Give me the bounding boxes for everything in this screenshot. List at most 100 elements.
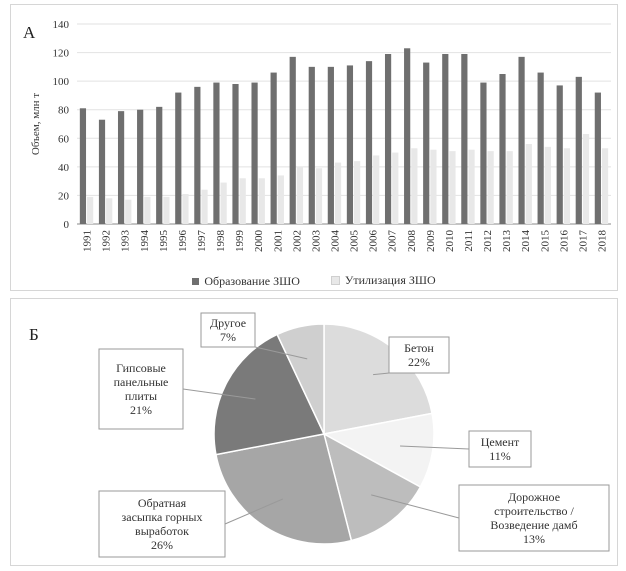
panel-label-a: А	[23, 23, 36, 42]
x-tick-label: 1996	[177, 230, 189, 253]
x-tick-label: 2017	[577, 230, 589, 253]
x-tick-label: 1998	[215, 230, 227, 253]
bar-utilization	[373, 155, 380, 224]
bar-utilization	[334, 162, 342, 224]
bar-formation	[137, 109, 144, 224]
x-tick-label: 2005	[349, 230, 361, 253]
pie-slice	[213, 333, 326, 456]
x-tick-label: 2015	[539, 230, 551, 253]
x-tick-label: 2007	[387, 230, 399, 253]
legend-label-utilization: Утилизация ЗШО	[344, 273, 436, 287]
bar-utilization	[144, 196, 151, 224]
callout-box	[458, 484, 610, 552]
x-tick-label: 2001	[272, 230, 284, 252]
leader-line	[224, 498, 283, 525]
legend-swatch-utilization	[330, 276, 340, 285]
y-tick-label: 80	[58, 105, 70, 117]
y-tick-label: 60	[58, 133, 70, 145]
bar-utilization	[182, 194, 189, 224]
x-tick-label: 2016	[558, 230, 570, 253]
slice-percent-label: 22%	[408, 355, 430, 369]
leader-line	[254, 346, 308, 360]
bar-formation	[480, 82, 487, 224]
bar-utilization	[563, 148, 571, 224]
bar-utilization	[582, 134, 590, 224]
y-tick-label: 100	[53, 76, 70, 88]
bar-utilization	[87, 196, 94, 224]
bar-utilization	[220, 182, 227, 224]
slice-percent-label: 26%	[151, 538, 173, 552]
callout-box	[388, 336, 450, 374]
x-tick-label: 2008	[406, 230, 418, 253]
x-tick-label: 1995	[158, 230, 170, 253]
bar-formation	[232, 84, 239, 224]
bar-chart-panel: А 0 20 40 60 80 100 120 140 Объем, млн т 1991 1992…	[10, 4, 618, 291]
slice-category-label: Дорожное	[508, 490, 560, 504]
y-tick-label: 40	[58, 162, 70, 174]
panel-label-b: Б	[29, 325, 39, 344]
slice-category-label: плиты	[125, 389, 157, 403]
bar-formation	[461, 54, 468, 224]
bar-formation	[79, 108, 87, 224]
y-tick-label: 140	[53, 19, 70, 31]
pie-slice	[215, 433, 353, 545]
x-tick-label: 2004	[329, 230, 341, 253]
bar-formation	[289, 56, 296, 224]
bar-formation	[404, 48, 411, 225]
callout-box	[200, 312, 256, 348]
x-tick-label: 2011	[463, 230, 475, 252]
bar-formation	[365, 61, 373, 225]
leader-line	[371, 494, 460, 519]
bar-formation	[308, 66, 315, 224]
slice-percent-label: 11%	[489, 449, 511, 463]
bar-formation	[156, 106, 163, 224]
slice-percent-label: 7%	[220, 330, 236, 344]
bar-utilization	[315, 168, 323, 224]
bar-formation	[213, 82, 220, 224]
bar-utilization	[277, 175, 284, 224]
leader-line	[182, 388, 256, 400]
bar-utilization	[544, 146, 551, 224]
bar-utilization	[468, 149, 475, 224]
bar-utilization	[411, 148, 418, 224]
pie-slice	[322, 432, 422, 542]
slice-category-label: Другое	[210, 316, 246, 330]
bar-formation	[346, 65, 354, 224]
slice-category-label: засыпка горных	[122, 510, 203, 524]
bar-formation	[594, 92, 601, 224]
bar-utilization	[125, 199, 132, 224]
x-tick-label: 2002	[291, 230, 303, 252]
legend-item-utilization: Утилизация ЗШО	[330, 273, 436, 288]
bar-utilization	[487, 151, 494, 224]
bar-formation	[251, 82, 258, 224]
y-axis-label: Объем, млн т	[30, 93, 42, 155]
y-tick-label: 0	[64, 219, 70, 231]
x-tick-label: 2003	[310, 230, 322, 253]
bar-formation	[175, 92, 182, 224]
bar-utilization	[163, 196, 170, 224]
slice-category-label: Гипсовые	[116, 361, 166, 375]
x-tick-label: 1991	[82, 230, 94, 252]
callout-box	[98, 348, 184, 430]
leader-line	[400, 445, 470, 450]
bar-utilization	[354, 161, 361, 224]
bar-utilization	[258, 178, 265, 224]
pie-chart-panel: Б Бетон 22% Цемент 11% Дорожное строительство…	[10, 298, 618, 566]
slice-category-label: Возведение дамб	[490, 518, 577, 532]
x-tick-label: 1993	[120, 230, 132, 253]
x-tick-label: 2018	[596, 230, 608, 253]
slice-category-label: Цемент	[481, 435, 520, 449]
bar-formation	[194, 86, 201, 224]
x-tick-label: 2009	[425, 230, 437, 253]
bar-formation	[537, 72, 544, 224]
legend-item-formation: Образование ЗШО	[192, 274, 300, 289]
legend-swatch-formation	[192, 278, 200, 285]
bar-utilization	[201, 189, 208, 224]
x-tick-label: 1997	[196, 230, 208, 253]
bar-utilization	[601, 148, 609, 224]
callout-box	[98, 490, 226, 558]
bar-chart: 0 20 40 60 80 100 120 140 Объем, млн т 1991 1992 19…	[30, 19, 611, 253]
slice-category-label: панельные	[114, 375, 169, 389]
y-tick-label: 20	[58, 190, 70, 202]
